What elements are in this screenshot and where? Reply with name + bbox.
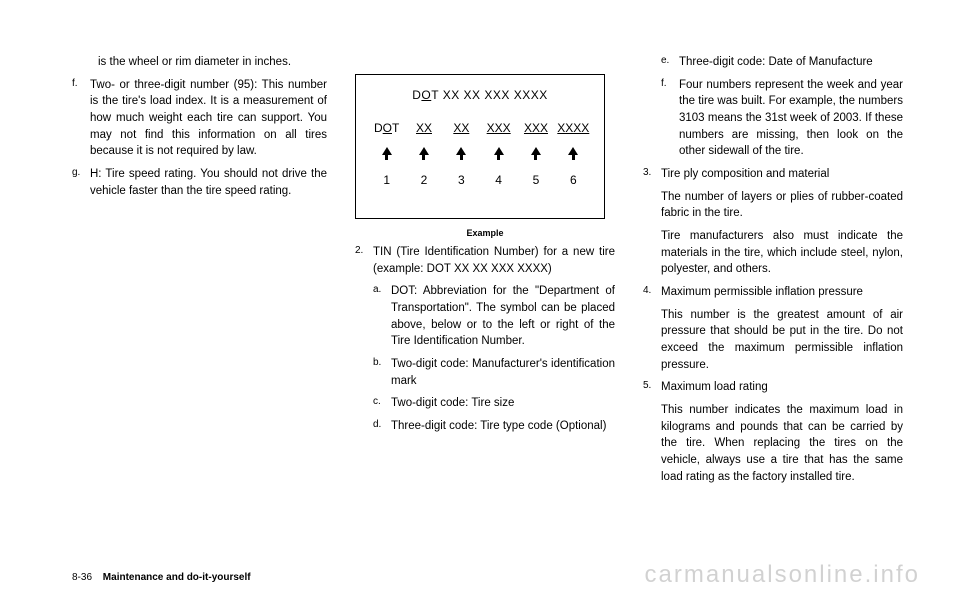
diag-cell: DOT: [368, 120, 405, 137]
list-marker: a.: [373, 283, 391, 350]
diagram-top-line: DOT XX XX XXX XXXX: [366, 87, 594, 104]
tin-diagram: DOT XX XX XXX XXXX DOT XX XX XXX XXX XXX…: [355, 74, 605, 219]
column-2: DOT XX XX XXX XXXX DOT XX XX XXX XXX XXX…: [355, 54, 615, 491]
diagram-wrap: DOT XX XX XXX XXXX DOT XX XX XXX XXX XXX…: [355, 74, 615, 219]
paragraph: The number of layers or plies of rubber-…: [643, 189, 903, 222]
list-body: Two-digit code: Tire size: [391, 395, 615, 412]
list-marker: f.: [661, 77, 679, 160]
diag-num: 2: [405, 172, 442, 189]
list-item-5: 5. Maximum load rating: [643, 379, 903, 396]
sub-item-b: b. Two-digit code: Manufacturer's identi…: [355, 356, 615, 389]
arrow-icon: [405, 144, 442, 161]
sub-item-f: f. Four numbers represent the week and y…: [643, 77, 903, 160]
arrow-icon: [443, 144, 480, 161]
list-body: Two- or three-digit number (95): This nu…: [90, 77, 327, 160]
diagram-caption: Example: [355, 227, 615, 240]
diag-num: 5: [517, 172, 554, 189]
list-marker: 3.: [643, 166, 661, 183]
page-number: 8-36: [72, 572, 92, 583]
list-item-3: 3. Tire ply composition and material: [643, 166, 903, 183]
diag-top-rest: T XX XX XXX XXXX: [431, 88, 548, 102]
list-marker: 2.: [355, 244, 373, 277]
list-body: DOT: Abbreviation for the "Department of…: [391, 283, 615, 350]
diag-top-uline: O: [421, 88, 431, 102]
list-body: TIN (Tire Identification Number) for a n…: [373, 244, 615, 277]
paragraph: This number is the greatest amount of ai…: [643, 307, 903, 374]
column-3: e. Three-digit code: Date of Manufacture…: [643, 54, 903, 491]
diag-num: 4: [480, 172, 517, 189]
sub-item-c: c. Two-digit code: Tire size: [355, 395, 615, 412]
watermark: carmanualsonline.info: [645, 561, 920, 589]
diag-cell: XX: [405, 120, 442, 137]
list-body: Three-digit code: Date of Manufacture: [679, 54, 903, 71]
diagram-numbers: 1 2 3 4 5 6: [366, 162, 594, 189]
paragraph: Tire manufacturers also must indicate th…: [643, 228, 903, 278]
list-item-f: f. Two- or three-digit number (95): This…: [72, 77, 327, 160]
column-1: is the wheel or rim diameter in inches. …: [72, 54, 327, 491]
arrow-icon: [555, 144, 592, 161]
arrow-icon: [368, 144, 405, 161]
list-marker: g.: [72, 166, 90, 199]
section-title: Maintenance and do-it-yourself: [103, 572, 251, 583]
diag-num: 1: [368, 172, 405, 189]
diagram-row: DOT XX XX XXX XXX XXXX: [366, 120, 594, 137]
list-body: Four numbers represent the week and year…: [679, 77, 903, 160]
diag-num: 6: [555, 172, 592, 189]
list-marker: b.: [373, 356, 391, 389]
list-marker: c.: [373, 395, 391, 412]
list-item-g: g. H: Tire speed rating. You should not …: [72, 166, 327, 199]
list-body: Three-digit code: Tire type code (Option…: [391, 418, 615, 435]
list-marker: e.: [661, 54, 679, 71]
list-marker: d.: [373, 418, 391, 435]
arrow-icon: [517, 144, 554, 161]
diag-cell: XXX: [517, 120, 554, 137]
list-body: Tire ply composition and material: [661, 166, 903, 183]
list-body: Maximum load rating: [661, 379, 903, 396]
page: is the wheel or rim diameter in inches. …: [0, 0, 960, 511]
sub-item-a: a. DOT: Abbreviation for the "Department…: [355, 283, 615, 350]
sub-item-d: d. Three-digit code: Tire type code (Opt…: [355, 418, 615, 435]
diag-cell: XXXX: [555, 120, 592, 137]
list-item-4: 4. Maximum permissible inflation pressur…: [643, 284, 903, 301]
diag-num: 3: [443, 172, 480, 189]
list-body: H: Tire speed rating. You should not dri…: [90, 166, 327, 199]
diag-cell: XX: [443, 120, 480, 137]
paragraph: This number indicates the maximum load i…: [643, 402, 903, 485]
list-body: Maximum permissible inflation pressure: [661, 284, 903, 301]
continued-text: is the wheel or rim diameter in inches.: [72, 54, 327, 71]
list-item-2: 2. TIN (Tire Identification Number) for …: [355, 244, 615, 277]
list-marker: 5.: [643, 379, 661, 396]
arrow-icon: [480, 144, 517, 161]
list-marker: f.: [72, 77, 90, 160]
diag-cell: XXX: [480, 120, 517, 137]
page-footer: 8-36 Maintenance and do-it-yourself: [72, 572, 251, 583]
sub-item-e: e. Three-digit code: Date of Manufacture: [643, 54, 903, 71]
list-body: Two-digit code: Manufacturer's identific…: [391, 356, 615, 389]
diagram-arrows: [366, 138, 594, 163]
list-marker: 4.: [643, 284, 661, 301]
